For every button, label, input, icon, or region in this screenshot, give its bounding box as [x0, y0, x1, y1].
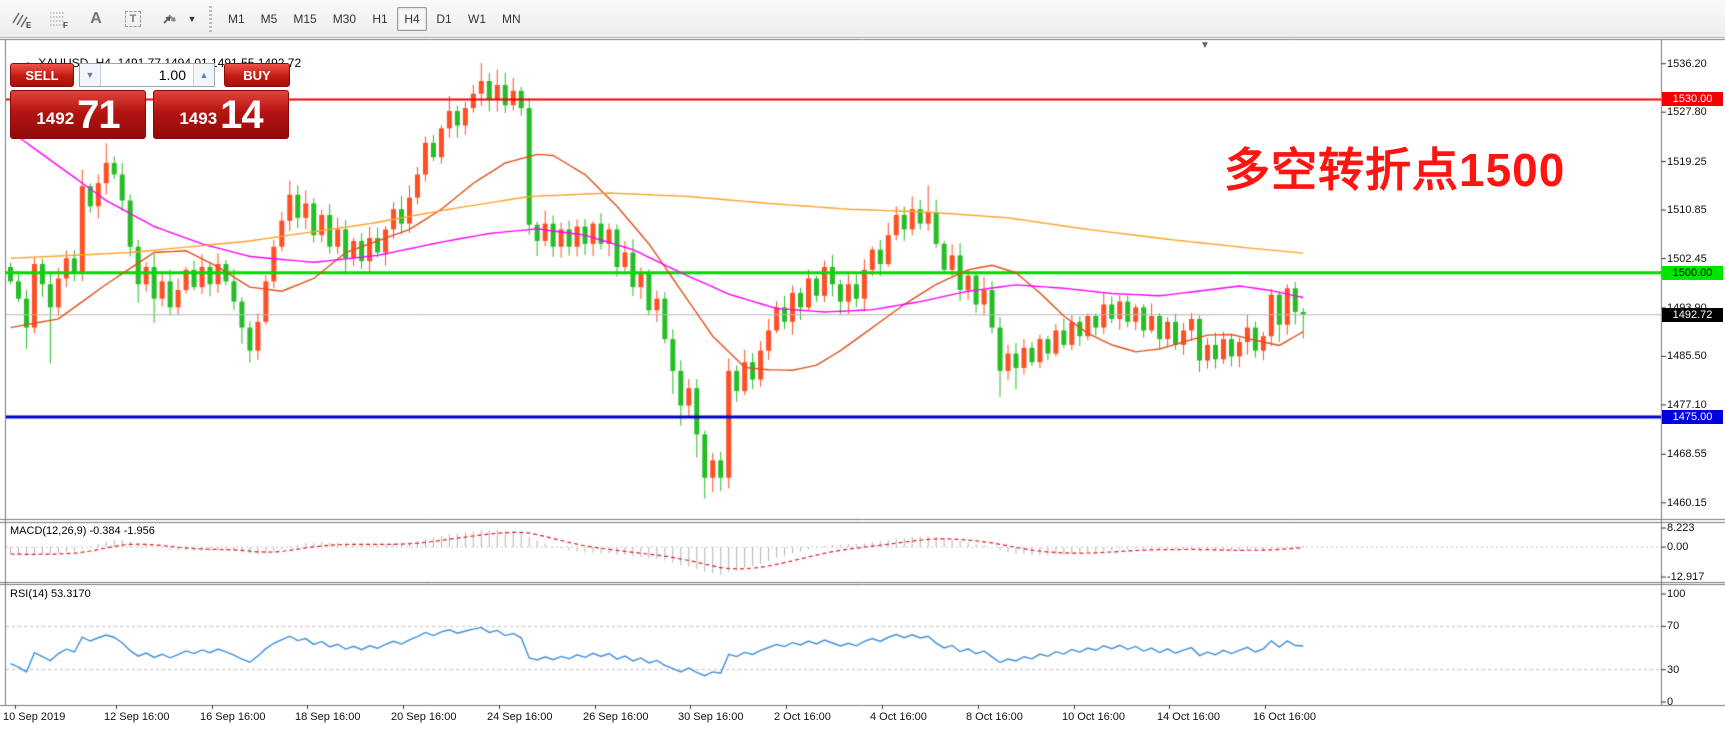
rsi-label: RSI(14) 53.3170	[10, 588, 91, 600]
timeframe-button-m15[interactable]: M15	[293, 11, 317, 26]
sell-price-small: 1492	[36, 109, 75, 128]
price-tick-label: 1527.80	[1667, 106, 1707, 119]
price-tick-label: 1477.10	[1667, 398, 1707, 411]
timeframe-button-w1[interactable]: W1	[468, 11, 487, 26]
time-tick-label: 2 Oct 16:00	[774, 711, 831, 723]
price-tick-label: 1460.15	[1667, 496, 1707, 509]
svg-text:E: E	[26, 21, 32, 29]
svg-text:F: F	[63, 21, 68, 29]
rsi-scale-label: 0	[1667, 696, 1674, 708]
timeframe-button-h4[interactable]: H4	[397, 6, 428, 31]
time-tick-label: 10 Oct 16:00	[1062, 711, 1125, 723]
price-tick-label: 1536.20	[1667, 57, 1707, 70]
text-label-icon: T	[124, 10, 142, 27]
time-tick-label: 26 Sep 16:00	[583, 711, 649, 723]
chart-shift-marker[interactable]: ▼	[1200, 40, 1210, 51]
macd-scale-label: -12.917	[1667, 571, 1705, 584]
rsi-scale-label: 30	[1667, 663, 1680, 676]
time-tick-label: 14 Oct 16:00	[1157, 711, 1220, 723]
price-tick-label: 1519.25	[1667, 155, 1707, 168]
time-tick-label: 18 Sep 16:00	[295, 711, 361, 723]
time-tick-label: 4 Oct 16:00	[870, 711, 927, 723]
text-label-tool-button[interactable]: T	[118, 6, 148, 32]
time-tick-label: 10 Sep 2019	[3, 711, 66, 723]
timeframe-button-m5[interactable]: M5	[260, 11, 278, 26]
chart-text-annotation: 多空转折点1500	[1224, 144, 1566, 196]
timeframe-button-h1[interactable]: H1	[372, 11, 388, 26]
sell-price-big: 71	[77, 93, 120, 137]
time-tick-label: 8 Oct 16:00	[966, 711, 1023, 723]
price-badge-1492-72: 1492.72	[1662, 307, 1723, 322]
price-tick-label: 1510.85	[1667, 204, 1707, 217]
price-tick-label: 1502.45	[1667, 252, 1707, 265]
rsi-scale-label: 70	[1667, 620, 1680, 633]
fibonacci-icon: F	[50, 12, 68, 29]
volume-increase-button[interactable]: ▲	[193, 64, 214, 86]
volume-input[interactable]	[101, 64, 193, 86]
toolbar: E F A T ▼ M1 M5 M15 M30 H1 H4 D1 W1 MN	[0, 0, 1725, 38]
one-click-trade-panel: SELL ▼ ▲ BUY 1492 71 1493 14	[10, 63, 292, 139]
arrows-dropdown-caret[interactable]: ▼	[187, 13, 197, 24]
price-badge-1500-00: 1500.00	[1662, 265, 1723, 280]
sell-button[interactable]: SELL	[10, 63, 74, 87]
time-tick-label: 16 Oct 16:00	[1253, 711, 1316, 723]
buy-price-small: 1493	[179, 109, 218, 128]
elliott-wave-icon: E	[12, 12, 32, 29]
text-tool-icon: A	[90, 9, 102, 27]
arrows-icon	[163, 13, 176, 24]
price-tick-label: 1468.55	[1667, 448, 1707, 461]
text-tool-button[interactable]: A	[81, 6, 111, 32]
macd-label: MACD(12,26,9) -0.384 -1.956	[10, 525, 155, 537]
timeframe-button-d1[interactable]: D1	[436, 11, 452, 26]
time-tick-label: 20 Sep 16:00	[391, 711, 457, 723]
fibonacci-tool-button[interactable]: F	[44, 6, 74, 32]
arrows-tool-button[interactable]	[155, 6, 185, 32]
price-tick-label: 1485.50	[1667, 350, 1707, 363]
buy-price-display[interactable]: 1493 14	[153, 90, 289, 139]
time-tick-label: 16 Sep 16:00	[200, 711, 266, 723]
buy-price-big: 14	[220, 93, 263, 137]
price-badge-1530-00: 1530.00	[1662, 92, 1723, 107]
chart-surface[interactable]	[0, 38, 1725, 731]
buy-button[interactable]: BUY	[224, 63, 290, 87]
timeframe-button-m1[interactable]: M1	[228, 11, 245, 26]
price-badge-1475-00: 1475.00	[1662, 410, 1723, 425]
time-tick-label: 12 Sep 16:00	[104, 711, 170, 723]
rsi-scale-label: 100	[1667, 588, 1686, 600]
toolbar-separator	[209, 5, 212, 32]
macd-scale-label: 8.223	[1667, 522, 1695, 535]
timeframe-group: M1 M5 M15 M30 H1 H4 D1 W1 MN	[220, 6, 529, 31]
time-tick-label: 24 Sep 16:00	[487, 711, 553, 723]
elliott-wave-tool-button[interactable]: E	[7, 6, 37, 32]
time-tick-label: 30 Sep 16:00	[678, 711, 744, 723]
timeframe-button-mn[interactable]: MN	[502, 11, 521, 26]
timeframe-button-m30[interactable]: M30	[332, 11, 357, 26]
volume-control: ▼ ▲	[79, 63, 215, 87]
macd-scale-label: 0.00	[1667, 541, 1689, 554]
sell-price-display[interactable]: 1492 71	[10, 90, 146, 139]
volume-decrease-button[interactable]: ▼	[80, 64, 101, 86]
